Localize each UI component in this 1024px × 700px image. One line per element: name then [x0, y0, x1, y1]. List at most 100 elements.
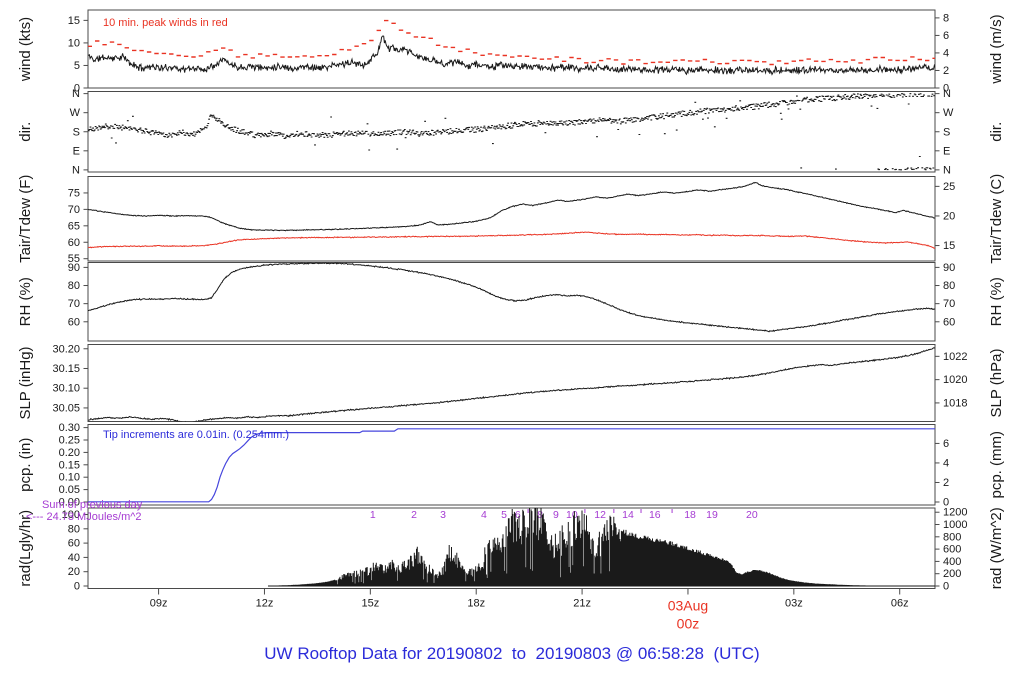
- y-tick-label: W: [943, 107, 954, 119]
- y-tick-label: 2: [943, 477, 949, 489]
- y-tick-label: 5: [74, 60, 80, 72]
- y-tick-label: 1022: [943, 351, 967, 363]
- axis-title-right: rad (W/m^2): [988, 507, 1005, 589]
- y-tick-label: 15: [68, 15, 80, 27]
- axis-title-right: pcp. (mm): [988, 431, 1005, 499]
- mj-milestone-label: 14: [622, 509, 634, 521]
- axis-title-left: rad(Lgly/hr): [17, 510, 34, 587]
- figure-title: UW Rooftop Data for 20190802 to 20190803…: [264, 644, 760, 663]
- y-tick-label: 200: [943, 568, 961, 580]
- y-tick-label: 90: [68, 262, 80, 274]
- y-tick-label: 60: [68, 538, 80, 550]
- tdew-series: [88, 231, 935, 250]
- y-tick-label: 70: [943, 298, 955, 310]
- y-tick-label: 0: [74, 83, 80, 95]
- panel-temp: 55 60 65 70 75 15 20 25 Tair/Tdew (F) Tair/Tdew (…: [17, 174, 1005, 265]
- y-tick-label: N: [943, 88, 951, 100]
- mj-milestone-label: 2: [411, 509, 417, 521]
- y-tick-label: 0: [943, 496, 949, 508]
- y-tick-label: 800: [943, 531, 961, 543]
- y-tick-label: 6: [943, 438, 949, 450]
- panel-border: [87, 344, 936, 422]
- y-tick-label: 25: [943, 181, 955, 193]
- y-tick-label: 0.30: [59, 422, 80, 434]
- mj-milestone-label: 10: [566, 509, 578, 521]
- sea-level-pressure-series: [88, 347, 935, 422]
- axis-title-left: pcp. (in): [17, 438, 34, 492]
- y-tick-label: 90: [943, 262, 955, 274]
- y-tick-label: 15: [943, 240, 955, 252]
- y-tick-label: 20: [943, 210, 955, 222]
- y-tick-label: 30.20: [52, 343, 80, 355]
- y-tick-label: 0.20: [59, 447, 80, 459]
- radiation-mj-milestones: 1 2 3 4 5 6 8 9 10 12 14 16 18 19 20: [370, 509, 758, 521]
- panel-border: [87, 176, 936, 262]
- panel-rad: 020406080100020040060080010001200rad(Lgl…: [17, 507, 1005, 593]
- y-tick-label: 10: [68, 37, 80, 49]
- axis-title-right: SLP (hPa): [988, 349, 1005, 418]
- y-tick-label: 4: [943, 457, 949, 469]
- y-tick-label: 30.10: [52, 383, 80, 395]
- axis-title-left: dir.: [17, 122, 34, 142]
- tair-series: [88, 181, 935, 232]
- wind-direction-series: [88, 93, 935, 171]
- mj-milestone-label: 3: [440, 509, 446, 521]
- y-tick-label: 0: [74, 580, 80, 592]
- y-tick-label: 6: [943, 30, 949, 42]
- axis-title-left: wind (kts): [17, 17, 34, 82]
- axis-title-left: Tair/Tdew (F): [17, 175, 34, 263]
- x-tick-label-hour: 00z: [677, 616, 700, 632]
- y-tick-label: 0.05: [59, 484, 80, 496]
- y-tick-label: 2: [943, 65, 949, 77]
- panel-wind: 0 5 10 15 0 2 4 6 8 wind (kts) wind (m/s): [17, 9, 1005, 95]
- mj-milestone-label: 12: [594, 509, 606, 521]
- x-tick-label: 06z: [891, 598, 909, 610]
- panel-border: [87, 9, 936, 89]
- y-tick-label: 75: [68, 187, 80, 199]
- y-tick-label: 600: [943, 544, 961, 556]
- y-tick-label: 65: [68, 220, 80, 232]
- mj-milestone-label: 8: [537, 509, 543, 521]
- x-tick-label: 03z: [785, 598, 803, 610]
- y-tick-label: 0.00: [59, 496, 80, 508]
- mj-milestone-label: 6: [515, 509, 521, 521]
- panel-border: [87, 507, 936, 589]
- panel-rh: 60 70 80 90 60 70 80 90 RH (%) RH (%): [17, 262, 1005, 342]
- y-tick-label: 55: [68, 253, 80, 265]
- y-tick-label: 0.25: [59, 434, 80, 446]
- y-tick-label: N: [943, 164, 951, 176]
- y-tick-label: W: [70, 107, 81, 119]
- axis-title-right: Tair/Tdew (C): [988, 174, 1005, 264]
- y-tick-label: 60: [943, 316, 955, 328]
- y-tick-label: 80: [68, 280, 80, 292]
- y-tick-label: 40: [68, 552, 80, 564]
- x-tick-label: 15z: [361, 598, 379, 610]
- y-tick-label: 100: [62, 509, 80, 521]
- y-tick-label: 1020: [943, 374, 967, 386]
- mj-milestone-label: 19: [706, 509, 718, 521]
- y-tick-label: 0.10: [59, 472, 80, 484]
- y-tick-label: 8: [943, 12, 949, 24]
- peak-winds-annotation: 10 min. peak winds in red: [103, 17, 228, 29]
- x-tick-label: 12z: [256, 598, 274, 610]
- y-tick-label: 30.15: [52, 363, 80, 375]
- y-tick-label: N: [72, 164, 80, 176]
- y-tick-label: 400: [943, 556, 961, 568]
- axis-title-left: SLP (inHg): [17, 346, 34, 419]
- mj-milestone-label: 9: [553, 509, 559, 521]
- y-tick-label: 1000: [943, 519, 967, 531]
- mj-milestone-label: 18: [684, 509, 696, 521]
- wind-avg-series: [88, 35, 935, 76]
- axis-title-right: RH (%): [988, 277, 1005, 326]
- y-tick-label: 30.05: [52, 402, 80, 414]
- y-tick-label: 1200: [943, 507, 967, 519]
- y-tick-label: E: [943, 145, 950, 157]
- panel-pcp: 0.000.050.100.150.200.250.30 0 2 4 6 pcp. (in…: [17, 422, 1005, 508]
- time-axis: 09z 12z 15z 18z 21z 03Aug 00z 03z 06z: [150, 588, 909, 632]
- y-tick-label: E: [73, 145, 80, 157]
- radiation-total-annotation: <--- 24.73 MJoules/m^2: [26, 511, 142, 523]
- y-tick-label: 0.15: [59, 459, 80, 471]
